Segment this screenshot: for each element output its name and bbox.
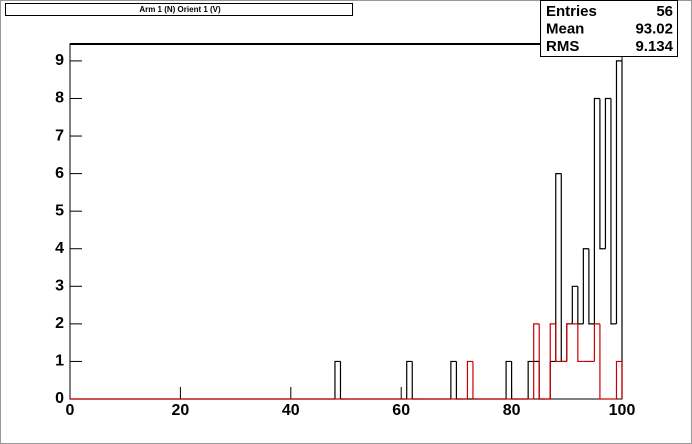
histogram-bin — [527, 360, 534, 399]
histogram-bin — [406, 360, 413, 399]
y-tick-label: 5 — [55, 202, 64, 219]
histogram-bin — [582, 248, 589, 324]
histogram-bin — [505, 360, 512, 399]
stat-label: Mean — [546, 20, 584, 37]
y-tick-label: 8 — [55, 90, 64, 107]
histogram-bin — [450, 360, 457, 399]
histogram-bin — [549, 323, 556, 399]
histogram-bin — [599, 98, 606, 250]
histogram-bin — [588, 248, 595, 325]
y-tick-label: 9 — [55, 52, 64, 69]
histogram-bin — [593, 323, 600, 362]
x-tick-label: 80 — [503, 402, 521, 419]
histogram-bin — [533, 323, 540, 399]
x-tick-label: 20 — [172, 402, 190, 419]
histogram-bin — [571, 285, 578, 324]
x-tick-label: 60 — [392, 402, 410, 419]
x-tick-label: 100 — [609, 402, 636, 419]
x-tick-label: 0 — [66, 402, 75, 419]
histogram-bin — [538, 323, 545, 400]
histogram-bin — [472, 361, 479, 400]
stat-value: 9.134 — [635, 38, 673, 55]
chart-title: Arm 1 (N) Orient 1 (V) — [139, 5, 221, 14]
y-tick-label: 6 — [55, 165, 64, 182]
title-box — [5, 3, 353, 16]
histogram-bin — [577, 323, 584, 363]
histogram-bin — [615, 60, 623, 399]
stat-label: RMS — [546, 38, 579, 55]
histogram-bin — [555, 173, 562, 362]
histogram-bin — [610, 98, 617, 325]
histogram-bin — [615, 360, 623, 399]
y-tick-label: 2 — [55, 315, 64, 332]
histogram-bin — [334, 360, 341, 399]
histogram-bin — [599, 323, 606, 400]
y-tick-label: 1 — [55, 353, 64, 370]
histogram-bin — [555, 323, 562, 363]
histogram-bin — [593, 97, 600, 324]
stat-value: 56 — [656, 3, 673, 20]
histogram-bin — [466, 360, 473, 399]
x-tick-label: 40 — [282, 402, 300, 419]
stats-box — [540, 0, 678, 57]
y-tick-label: 0 — [55, 390, 64, 407]
stat-label: Entries — [546, 3, 597, 20]
y-tick-label: 7 — [55, 127, 64, 144]
stat-value: 93.02 — [635, 20, 673, 37]
histogram-bin — [566, 323, 573, 362]
histogram-bin — [604, 97, 611, 249]
y-tick-label: 4 — [55, 240, 64, 257]
y-tick-label: 3 — [55, 278, 64, 295]
